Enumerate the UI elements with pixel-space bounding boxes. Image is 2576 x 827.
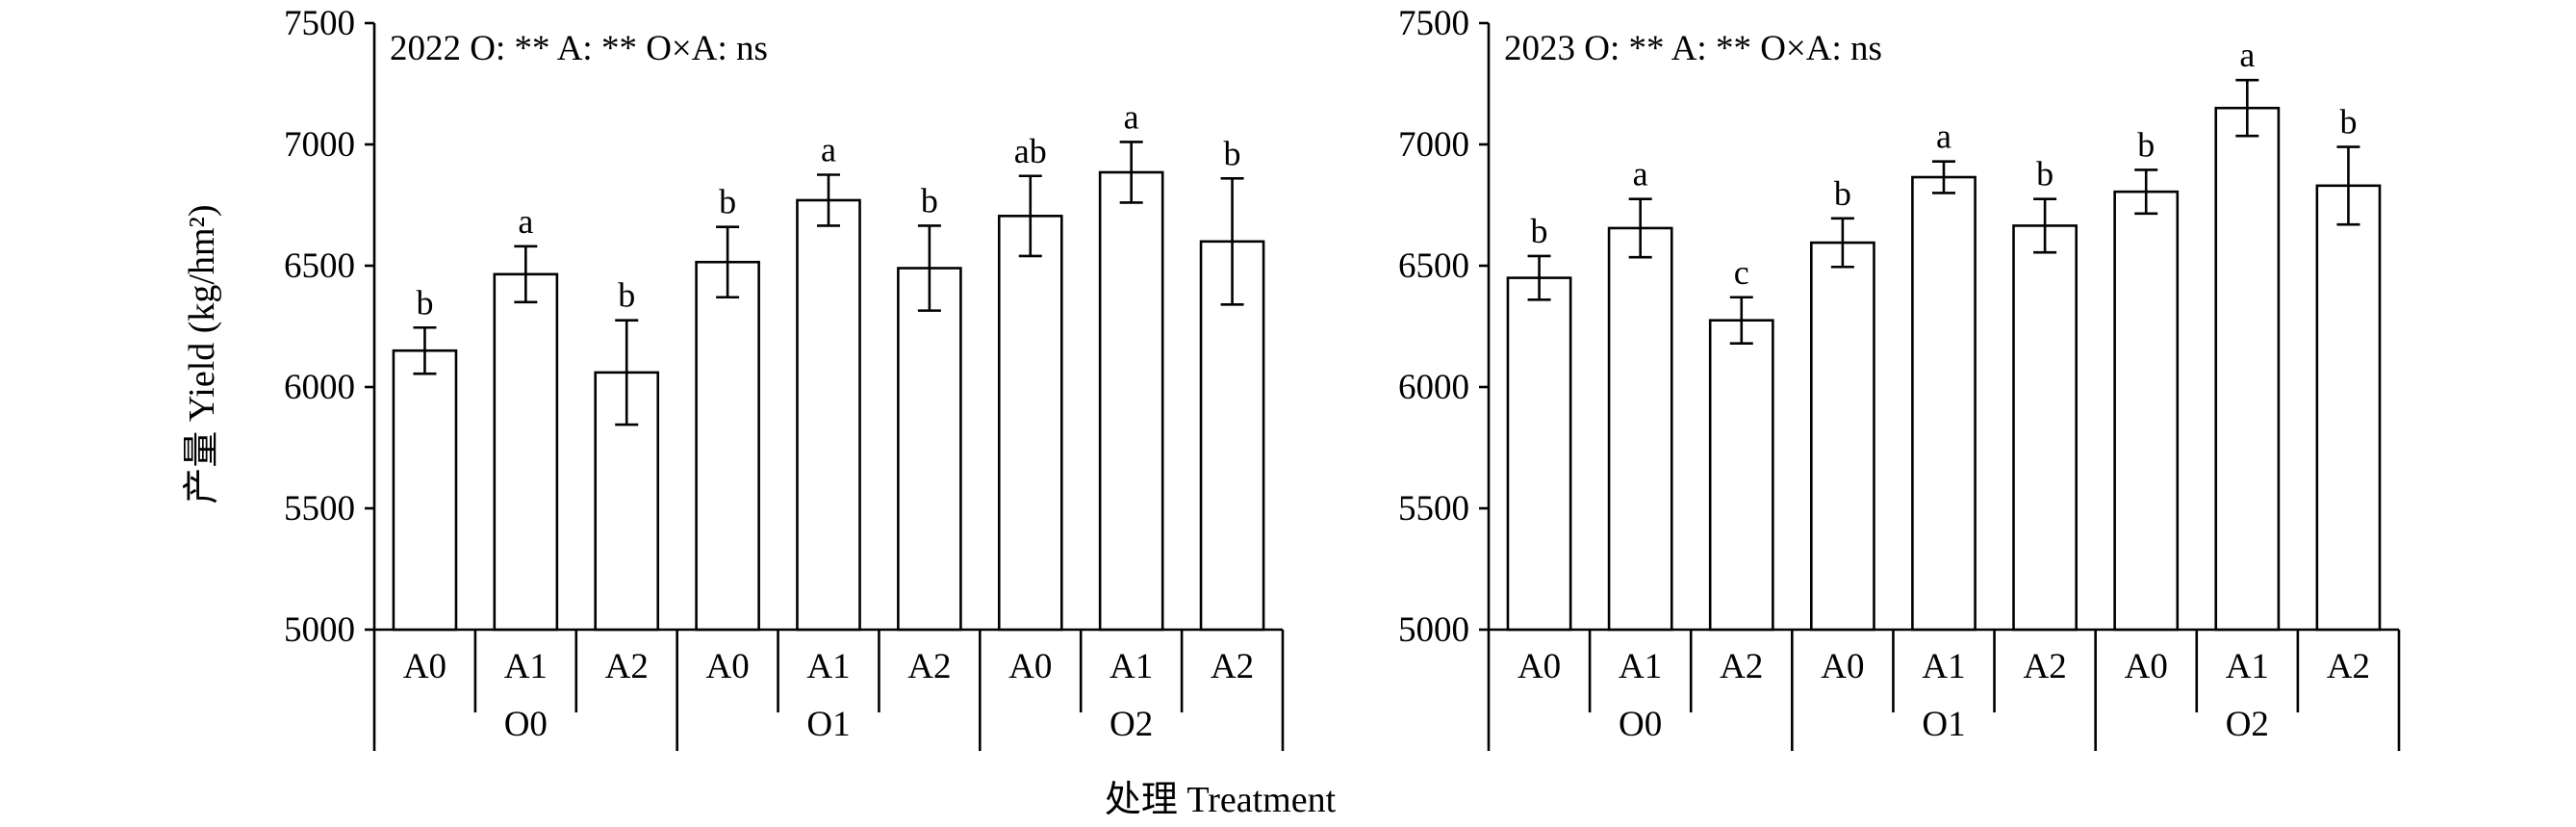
category-label: A1	[806, 647, 850, 686]
category-label: A2	[2327, 647, 2370, 686]
x-axis-label: 处理 Treatment	[1105, 780, 1337, 820]
significance-letter: c	[1734, 253, 1749, 292]
category-label: A0	[1008, 647, 1052, 686]
category-label: A0	[705, 647, 749, 686]
category-label: A1	[2226, 647, 2269, 686]
bar	[2315, 184, 2382, 632]
significance-letter: b	[1531, 212, 1548, 250]
category-label: A2	[1720, 647, 1763, 686]
y-tick-label: 7000	[284, 125, 355, 165]
bar	[2012, 224, 2078, 632]
y-tick-label: 5500	[1398, 489, 1469, 529]
significance-letter: b	[1834, 174, 1851, 213]
group-label: O0	[1619, 705, 1662, 744]
significance-letter: a	[1936, 117, 1951, 156]
category-label: A1	[1109, 647, 1153, 686]
significance-letter: b	[921, 181, 938, 220]
category-label: A1	[1619, 647, 1662, 686]
category-label: A1	[1922, 647, 1965, 686]
significance-letter: a	[518, 202, 533, 241]
bar	[1098, 170, 1164, 632]
category-label: A1	[504, 647, 548, 686]
category-label: A2	[2023, 647, 2066, 686]
significance-letter: ab	[1014, 132, 1047, 170]
bar	[997, 215, 1063, 632]
bar	[897, 267, 962, 632]
bar	[493, 272, 559, 632]
y-tick-label: 7500	[1398, 4, 1469, 43]
y-tick-label: 6500	[284, 246, 355, 286]
bar	[2214, 106, 2281, 632]
y-tick-label: 6000	[1398, 368, 1469, 407]
y-tick-label: 7500	[284, 4, 355, 43]
significance-letter: a	[821, 131, 836, 169]
panel-2022: 5000 5500 6000 6500 7000 7500 b A0 a A1 b A2 b A0 a A1 b…	[284, 4, 1285, 751]
significance-letter: b	[1224, 134, 1241, 172]
panel-annotation: 2022 O: ** A: ** O×A: ns	[390, 29, 768, 68]
significance-letter: a	[1633, 155, 1648, 194]
bar	[1810, 241, 1875, 632]
category-label: A2	[605, 647, 649, 686]
bar	[1708, 319, 1774, 632]
y-tick-label: 5000	[1398, 610, 1469, 650]
y-tick-label: 6000	[284, 368, 355, 407]
bar	[1506, 276, 1572, 632]
panel-annotation: 2023 O: ** A: ** O×A: ns	[1504, 29, 1882, 68]
y-axis-label: 产量 Yield (kg/hm²)	[182, 204, 222, 504]
group-label: O1	[1922, 705, 1965, 744]
bar	[1199, 240, 1265, 632]
group-label: O2	[1109, 705, 1153, 744]
significance-letter: b	[2137, 125, 2155, 164]
significance-letter: a	[1124, 97, 1139, 136]
bar	[392, 349, 458, 632]
category-label: A0	[403, 647, 446, 686]
significance-letter: a	[2239, 36, 2255, 74]
bar	[1607, 226, 1673, 632]
category-label: A0	[1518, 647, 1561, 686]
significance-letter: b	[719, 183, 736, 221]
y-tick-label: 5000	[284, 610, 355, 650]
significance-letter: b	[2339, 103, 2357, 142]
y-tick-label: 6500	[1398, 246, 1469, 286]
group-label: O0	[504, 705, 548, 744]
category-label: A2	[1211, 647, 1254, 686]
group-label: O1	[806, 705, 850, 744]
significance-letter: b	[618, 276, 635, 315]
category-label: A2	[907, 647, 951, 686]
bar	[2113, 190, 2180, 632]
y-tick-label: 5500	[284, 489, 355, 529]
category-label: A0	[2125, 647, 2168, 686]
group-label: O2	[2226, 705, 2269, 744]
significance-letter: b	[2036, 155, 2053, 194]
bar	[695, 260, 760, 632]
y-tick-label: 7000	[1398, 125, 1469, 165]
significance-letter: b	[416, 283, 433, 322]
bar	[1911, 175, 1977, 632]
category-label: A0	[1821, 647, 1864, 686]
bar	[796, 198, 861, 632]
panel-2023: 5000 5500 6000 6500 7000 7500 b A0 a A1 c A2 b A0 a A1 b…	[1398, 4, 2401, 751]
